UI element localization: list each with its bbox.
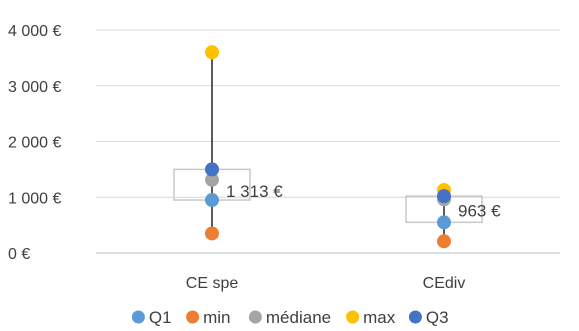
y-tick-label: 4 000 €	[8, 23, 61, 40]
category-label: CE spe	[186, 275, 239, 292]
category-label: CEdiv	[423, 275, 466, 292]
category-labels: CE spe CEdiv	[186, 275, 466, 292]
y-tick-label: 0 €	[8, 246, 30, 263]
legend-marker-max	[346, 310, 360, 324]
legend-label-q3: Q3	[426, 308, 449, 327]
legend-marker-min	[186, 310, 200, 324]
point-q1	[205, 193, 219, 208]
point-min	[205, 226, 219, 241]
legend-label-max: max	[363, 308, 396, 327]
legend-marker-q1	[131, 310, 145, 324]
point-max	[205, 45, 219, 60]
data-points	[205, 45, 451, 249]
point-q3	[437, 189, 451, 204]
point-min	[437, 234, 451, 249]
legend: Q1 min médiane max Q3	[131, 308, 449, 327]
legend-label-q1: Q1	[149, 308, 172, 327]
y-tick-label: 1 000 €	[8, 190, 61, 207]
legend-label-min: min	[203, 308, 230, 327]
median-data-label: 1 313 €	[226, 182, 283, 201]
legend-label-mdiane: médiane	[266, 308, 331, 327]
iqr-boxes	[173, 168, 483, 224]
point-q1	[437, 215, 451, 230]
median-data-label: 963 €	[458, 201, 501, 220]
legend-marker-q3	[408, 310, 422, 324]
data-labels: 1 313 € 963 €	[226, 182, 501, 221]
y-tick-label: 2 000 €	[8, 135, 61, 152]
whiskers	[211, 52, 445, 242]
point-q3	[205, 162, 219, 177]
y-axis-ticks: 0 € 1 000 € 2 000 € 3 000 € 4 000 €	[8, 23, 61, 263]
y-tick-label: 3 000 €	[8, 79, 61, 96]
legend-marker-mdiane	[248, 310, 262, 324]
point-mdiane	[205, 172, 219, 187]
